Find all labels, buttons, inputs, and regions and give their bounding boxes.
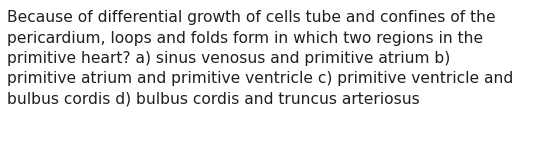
Text: Because of differential growth of cells tube and confines of the
pericardium, lo: Because of differential growth of cells … [7, 10, 513, 107]
